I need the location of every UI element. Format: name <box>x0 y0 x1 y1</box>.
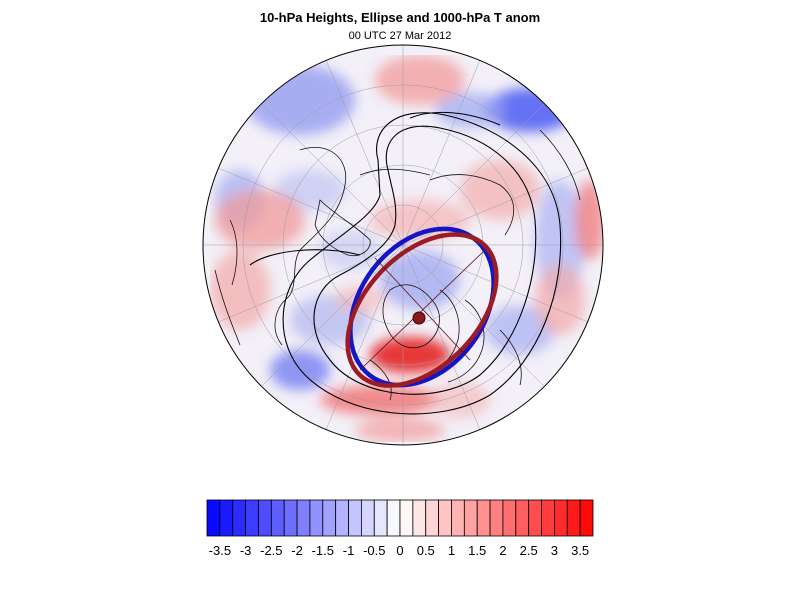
colorbar-box <box>476 499 491 537</box>
colorbar-box <box>399 499 414 537</box>
colorbar-box <box>515 499 530 537</box>
red-ellipse <box>345 232 499 388</box>
colorbar-box <box>348 499 362 537</box>
colorbar-box <box>245 499 259 537</box>
colorbar-box <box>335 499 349 537</box>
colorbar-box <box>412 499 427 537</box>
colorbar-box <box>373 499 388 537</box>
colorbar-tick-label: 0 <box>396 543 403 558</box>
colorbar-tick-label: -2.5 <box>260 543 282 558</box>
colorbar-box <box>309 499 324 537</box>
colorbar-boxes <box>206 499 594 537</box>
colorbar-box <box>322 499 337 537</box>
map-boundary <box>202 44 604 446</box>
colorbar-tick-label: -3 <box>240 543 252 558</box>
colorbar-tick-label: 2.5 <box>520 543 538 558</box>
colorbar-labels: -3.5 -3 -2.5 -2 -1.5 -1 -0.5 0 0.5 1 1.5 2 2.5 3 3.5 <box>209 543 590 558</box>
colorbar-tick-label: 1.5 <box>468 543 486 558</box>
colorbar-box <box>296 499 311 537</box>
colorbar-tick-label: -2 <box>291 543 303 558</box>
height-contours <box>249 111 562 415</box>
colorbar-box <box>554 499 568 537</box>
colorbar-box <box>206 499 221 537</box>
colorbar-box <box>438 499 452 537</box>
ellipse-minor-axis <box>374 257 471 361</box>
colorbar-tick-label: 3 <box>551 543 558 558</box>
colorbar-tick-label: 2 <box>499 543 506 558</box>
coastlines <box>214 129 581 401</box>
vortex-ellipses <box>345 226 499 388</box>
colorbar-box <box>579 499 594 537</box>
ellipse-center-marker <box>412 311 426 325</box>
colorbar-box <box>258 499 272 537</box>
colorbar-box <box>283 499 298 537</box>
chart-title: 10-hPa Heights, Ellipse and 1000-hPa T a… <box>259 10 541 25</box>
colorbar-box <box>451 499 465 537</box>
chart-subtitle: 00 UTC 27 Mar 2012 <box>348 30 452 42</box>
colorbar-box <box>566 499 581 537</box>
colorbar-tick-label: -0.5 <box>363 543 385 558</box>
colorbar-tick-label: -1 <box>343 543 355 558</box>
colorbar-box <box>360 499 375 537</box>
graticule <box>203 45 603 445</box>
colorbar-box <box>270 499 285 537</box>
colorbar-box <box>528 499 542 537</box>
colorbar-box <box>386 499 401 537</box>
colorbar-tick-label: 3.5 <box>571 543 589 558</box>
colorbar-box <box>541 499 555 537</box>
colorbar-box <box>502 499 517 537</box>
colorbar-tick-label: -3.5 <box>209 543 231 558</box>
colorbar-tick-label: -1.5 <box>312 543 334 558</box>
colorbar-tick-label: 1 <box>448 543 455 558</box>
colorbar-box <box>489 499 504 537</box>
colorbar-box <box>219 499 234 537</box>
colorbar-box <box>425 499 440 537</box>
colorbar-tick-label: 0.5 <box>417 543 435 558</box>
colorbar-box <box>232 499 247 537</box>
colorbar-box <box>463 499 478 537</box>
ellipse-major-axis <box>359 249 486 371</box>
